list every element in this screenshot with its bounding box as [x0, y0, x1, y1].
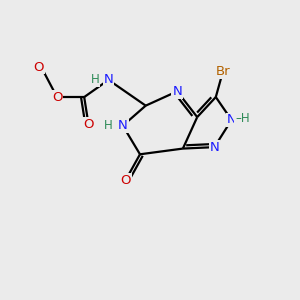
Text: O: O [33, 61, 44, 74]
Text: H: H [104, 119, 113, 132]
Text: N: N [172, 85, 182, 98]
Text: N: N [118, 119, 128, 132]
Text: O: O [52, 91, 62, 103]
Text: N: N [227, 113, 236, 127]
Text: Br: Br [216, 65, 230, 78]
Text: N: N [103, 74, 113, 86]
Text: O: O [120, 173, 131, 187]
Text: O: O [83, 118, 94, 131]
Text: –H: –H [235, 112, 250, 125]
Text: N: N [209, 141, 219, 154]
Text: H: H [90, 74, 99, 86]
